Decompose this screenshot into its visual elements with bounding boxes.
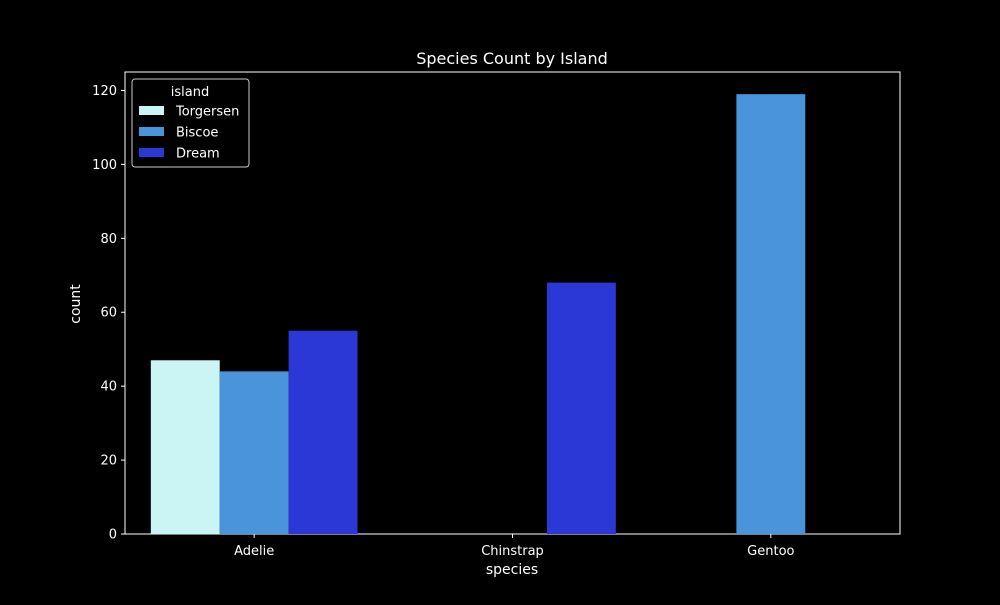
bar-adelie-biscoe	[219, 371, 289, 534]
legend-swatch-biscoe	[139, 127, 164, 136]
x-axis: Adelie Chinstrap Gentoo	[234, 534, 795, 559]
x-tick-label-adelie: Adelie	[234, 544, 274, 559]
y-tick-label: 100	[92, 158, 117, 173]
y-axis-label: count	[68, 284, 84, 324]
x-tick-label-chinstrap: Chinstrap	[481, 544, 544, 559]
legend-swatch-dream	[139, 148, 164, 157]
x-axis-label: species	[486, 562, 538, 578]
legend-label-dream: Dream	[176, 147, 220, 162]
bar-chinstrap-dream	[546, 282, 616, 534]
legend-swatch-torgersen	[139, 106, 164, 115]
legend-box	[131, 78, 250, 168]
bar-adelie-torgersen	[150, 360, 220, 534]
x-tick-label-gentoo: Gentoo	[747, 544, 794, 559]
chart-title: Species Count by Island	[416, 49, 608, 68]
bar-adelie-dream	[288, 330, 358, 534]
y-axis: 0 20 40 60 80 100 120	[92, 84, 125, 543]
legend-label-torgersen: Torgersen	[175, 105, 239, 120]
legend-title: island	[171, 85, 209, 100]
bar-gentoo-biscoe	[736, 94, 806, 535]
y-tick-label: 20	[100, 454, 117, 469]
y-tick-label: 40	[100, 380, 117, 395]
bars	[150, 94, 806, 535]
legend-label-biscoe: Biscoe	[176, 126, 218, 141]
y-tick-label: 60	[100, 306, 117, 321]
y-tick-label: 120	[92, 84, 117, 99]
y-tick-label: 80	[100, 232, 117, 247]
y-tick-label: 0	[109, 528, 117, 543]
legend: island Torgersen Biscoe Dream	[131, 78, 250, 168]
